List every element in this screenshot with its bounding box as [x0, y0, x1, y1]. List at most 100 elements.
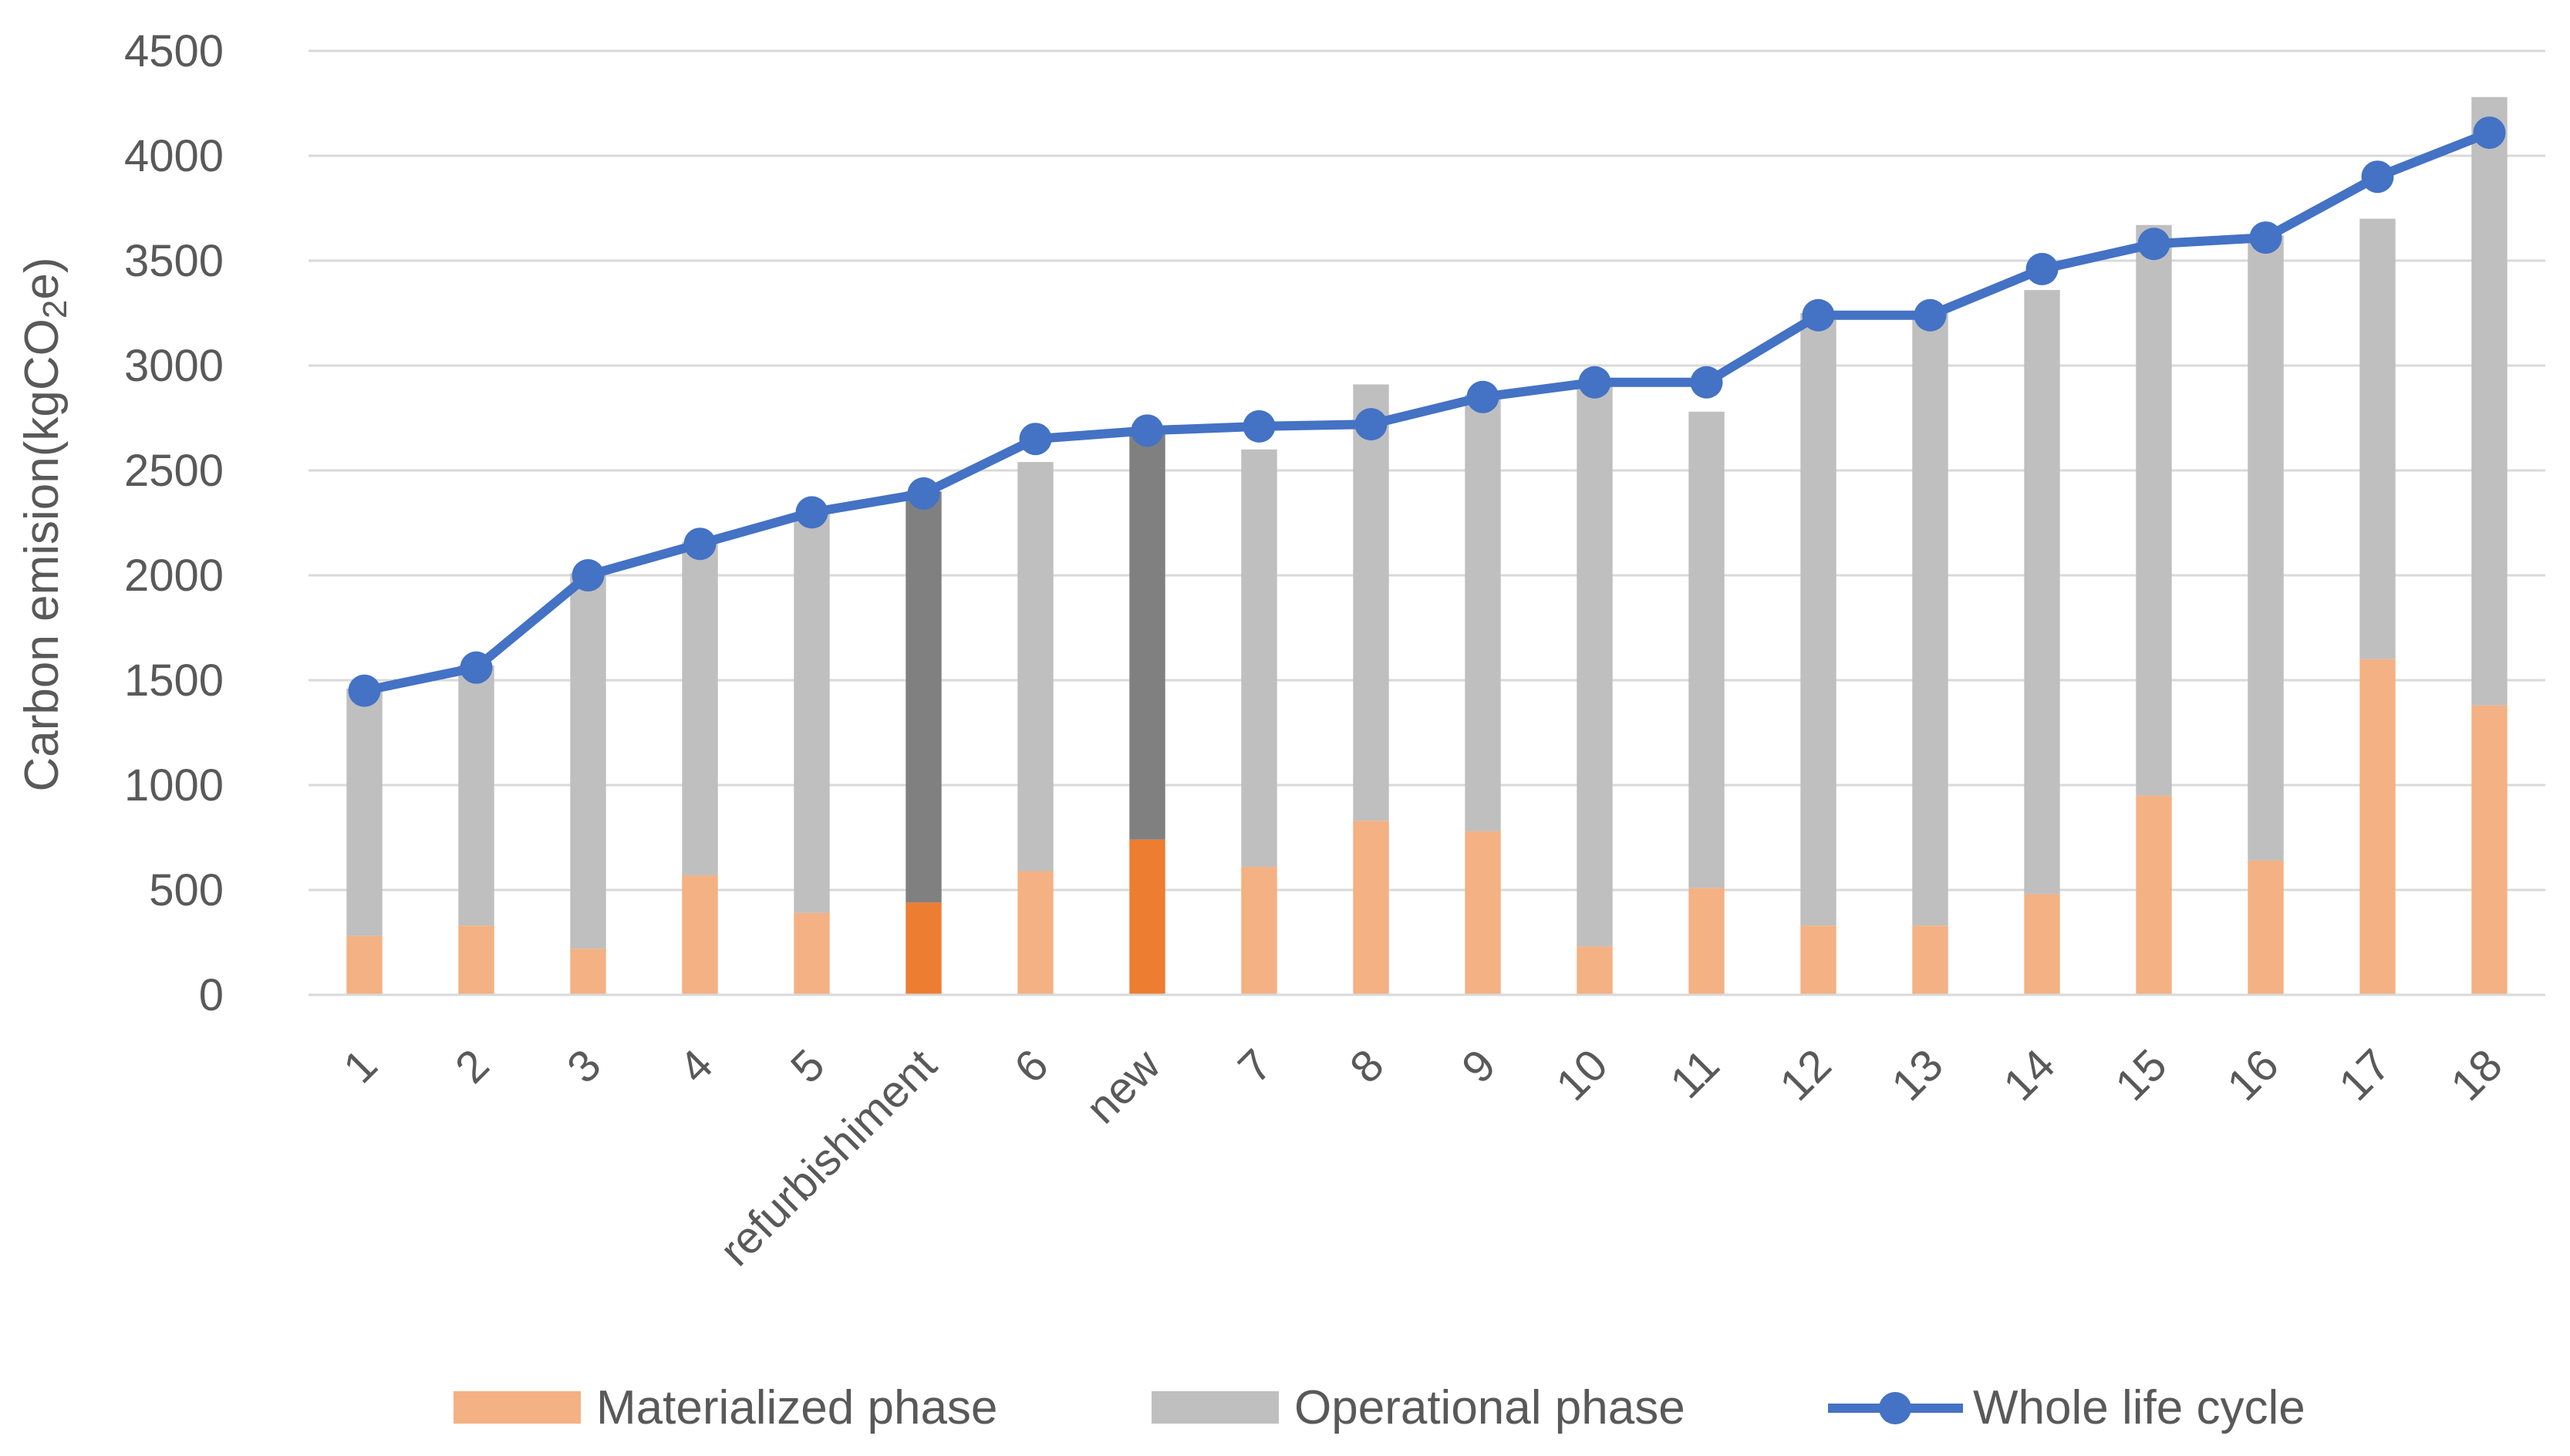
whole-life-cycle-point-3: [572, 559, 605, 592]
x-tick-label: 13: [1882, 1040, 1953, 1111]
x-tick-label: 18: [2441, 1040, 2512, 1111]
bar-materialized-15: [2136, 795, 2172, 995]
bar-operational-11: [1688, 411, 1725, 888]
legend-marker-whole-life: [1879, 1392, 1911, 1424]
legend-swatch-materialized: [454, 1391, 581, 1424]
bar-materialized-8: [1353, 821, 1389, 995]
y-tick-label: 0: [199, 970, 224, 1020]
whole-life-cycle-line: [363, 128, 2491, 696]
bar-operational-10: [1577, 382, 1613, 947]
x-tick-label: 10: [1546, 1040, 1617, 1111]
x-tick-label: 1: [334, 1040, 387, 1093]
line-series: [348, 116, 2506, 707]
whole-life-cycle-point-11: [1690, 366, 1723, 399]
bar-materialized-18: [2471, 705, 2508, 995]
bar-materialized-16: [2248, 860, 2284, 995]
x-tick-label: 9: [1452, 1040, 1506, 1093]
legend: Materialized phase Operational phase Who…: [454, 1381, 2305, 1434]
whole-life-cycle-point-2: [460, 651, 493, 684]
bar-materialized-7: [1241, 867, 1277, 995]
bar-operational-6: [1017, 462, 1054, 871]
y-tick-label: 3500: [124, 236, 224, 286]
x-tick-label: 5: [781, 1040, 835, 1093]
bar-operational-5: [794, 512, 830, 913]
x-tick-label: 11: [1661, 1040, 1729, 1108]
bar-operational-16: [2248, 235, 2284, 861]
x-tick-label: 15: [2106, 1040, 2177, 1111]
bars: [346, 96, 2508, 995]
bar-materialized-4: [682, 875, 718, 995]
whole-life-cycle-point-14: [2025, 252, 2059, 285]
bar-materialized-2: [458, 925, 494, 995]
bar-operational-1: [346, 688, 383, 936]
whole-life-cycle-point-12: [1802, 298, 1835, 332]
bar-materialized-new: [1129, 839, 1165, 995]
bar-materialized-9: [1465, 831, 1501, 995]
whole-life-cycle-point-16: [2249, 221, 2282, 254]
legend-swatch-operational: [1152, 1391, 1279, 1424]
bar-operational-14: [2024, 290, 2060, 895]
x-tick-label: 6: [1005, 1040, 1058, 1093]
bar-operational-12: [1800, 313, 1836, 926]
x-tick-label: 12: [1770, 1040, 1841, 1111]
x-tick-label: 14: [1994, 1040, 2065, 1111]
bar-materialized-13: [1912, 925, 1948, 995]
bar-materialized-17: [2359, 659, 2396, 995]
y-axis-title-main: Carbon emision(kgCO: [15, 318, 69, 791]
bar-operational-4: [682, 541, 718, 875]
legend-label-whole-life: Whole life cycle: [1973, 1381, 2305, 1434]
bar-materialized-14: [2024, 894, 2060, 995]
svg-text:Carbon emision(kgCO2e): Carbon emision(kgCO2e): [15, 258, 74, 792]
gridlines: [309, 49, 2545, 891]
whole-life-cycle-point-8: [1354, 408, 1388, 441]
whole-life-cycle-point-new: [1131, 414, 1164, 447]
y-tick-label: 2000: [124, 551, 224, 601]
x-tick-label: 8: [1341, 1040, 1394, 1093]
bar-materialized-6: [1017, 871, 1054, 995]
bar-operational-9: [1465, 395, 1501, 831]
whole-life-cycle-point-9: [1466, 380, 1499, 413]
whole-life-cycle-point-5: [795, 496, 828, 529]
bar-operational-3: [570, 573, 606, 949]
whole-life-cycle-point-1: [348, 674, 381, 707]
y-axis-title-subscript: 2: [36, 300, 74, 318]
whole-life-cycle-point-7: [1243, 410, 1276, 443]
whole-life-cycle-point-10: [1578, 366, 1611, 399]
bar-materialized-3: [570, 949, 606, 995]
x-tick-label: 17: [2329, 1040, 2400, 1111]
whole-life-cycle-point-6: [1019, 423, 1052, 456]
y-tick-label: 1000: [124, 760, 224, 811]
bar-operational-new: [1129, 428, 1165, 840]
bar-operational-18: [2471, 96, 2508, 706]
bar-materialized-10: [1577, 946, 1613, 995]
bar-operational-8: [1353, 384, 1389, 821]
whole-life-cycle-point-18: [2473, 116, 2506, 150]
legend-label-operational: Operational phase: [1294, 1381, 1685, 1434]
y-tick-label: 3000: [124, 341, 224, 391]
x-tick-label: 16: [2218, 1040, 2288, 1111]
bar-operational-7: [1241, 449, 1277, 868]
y-tick-label: 4000: [124, 131, 224, 181]
whole-life-cycle-point-4: [683, 527, 717, 561]
bar-operational-17: [2359, 218, 2396, 659]
y-tick-label: 2500: [124, 446, 224, 496]
y-tick-label: 500: [149, 865, 224, 915]
bar-materialized-12: [1800, 925, 1836, 995]
x-tick-label: 7: [1229, 1040, 1282, 1093]
x-tick-label: 4: [669, 1040, 723, 1093]
whole-life-cycle-point-17: [2361, 160, 2394, 194]
bar-operational-2: [458, 665, 494, 926]
x-tick-label: 3: [558, 1040, 611, 1093]
y-axis-tick-labels: 0 500 1000 1500 2000 2500 3000 3500 4000 4500: [124, 26, 224, 1020]
y-axis-title: Carbon emision(kgCO2e): [15, 258, 74, 792]
bar-operational-15: [2136, 224, 2172, 796]
y-tick-label: 1500: [124, 656, 224, 706]
bar-operational-13: [1912, 313, 1948, 926]
bar-materialized-5: [794, 912, 830, 995]
whole-life-cycle-point-15: [2137, 228, 2170, 261]
whole-life-cycle-point-13: [1914, 298, 1947, 332]
bar-materialized-1: [346, 935, 383, 995]
x-tick-label: new: [1076, 1039, 1170, 1133]
